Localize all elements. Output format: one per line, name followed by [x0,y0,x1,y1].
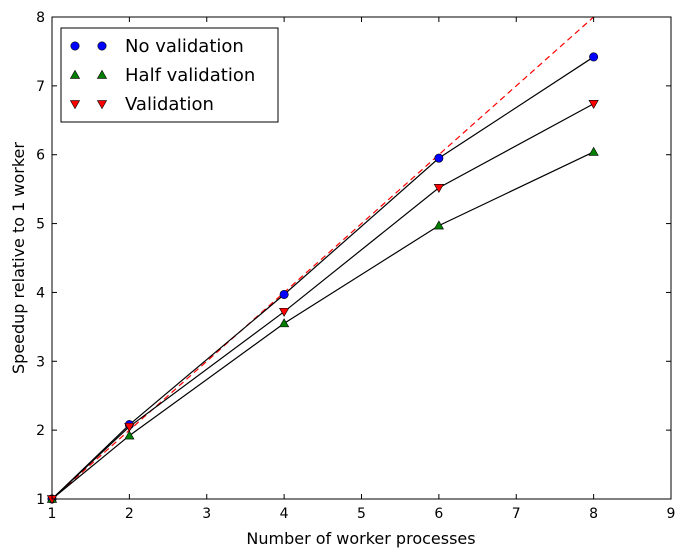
axis-tick-labels: 1 2 3 4 5 6 7 8 9 1 2 3 4 5 6 7 8 [36,10,675,522]
data-point-no-validation [434,153,444,163]
y-tick-label: 6 [36,148,45,164]
legend-marker-validation [69,100,81,110]
data-point-half-validation [433,220,444,230]
legend-label-validation: Validation [125,94,214,115]
data-point-validation [588,100,599,109]
legend-box [60,27,279,123]
x-tick-label: 6 [434,506,443,522]
legend-entries: No validation Half validation Validation [69,36,255,115]
y-tick-label: 2 [36,423,45,439]
legend-marker-half-validation [69,69,81,79]
data-point-half-validation [279,318,290,328]
legend-marker-no-validation [97,41,107,51]
y-tick-label: 5 [36,217,45,233]
data-point-validation [279,307,290,317]
legend-marker-half-validation [96,69,108,79]
legend: No validation Half validation Validation [60,27,279,123]
data-point-validation [124,422,135,432]
series-markers [46,52,599,505]
x-tick-label: 5 [357,506,366,522]
legend-label-half-validation: Half validation [125,65,255,86]
y-axis-label: Speedup relative to 1 worker [9,142,28,374]
x-tick-label: 8 [589,506,598,522]
data-point-no-validation [589,52,599,62]
y-tick-label: 1 [36,492,45,508]
x-tick-label: 3 [202,506,211,522]
y-tick-label: 8 [36,10,45,26]
x-tick-label: 4 [280,506,289,522]
data-point-no-validation [279,289,289,299]
data-point-validation [433,184,444,193]
legend-label-no-validation: No validation [125,36,244,57]
x-tick-label: 1 [48,506,57,522]
axis-ticks [51,16,672,500]
y-tick-label: 3 [36,354,45,370]
data-point-half-validation [124,430,135,440]
y-tick-label: 4 [36,285,45,301]
data-point-half-validation [588,146,599,156]
ideal-speedup-line [52,17,595,499]
x-tick-label: 7 [512,506,521,522]
x-tick-label: 2 [125,506,134,522]
y-tick-label: 7 [36,79,45,95]
x-axis-label: Number of worker processes [246,529,475,548]
legend-marker-validation [96,100,108,110]
reference-layer [52,17,595,499]
legend-marker-no-validation [70,41,80,51]
x-tick-label: 9 [667,506,676,522]
